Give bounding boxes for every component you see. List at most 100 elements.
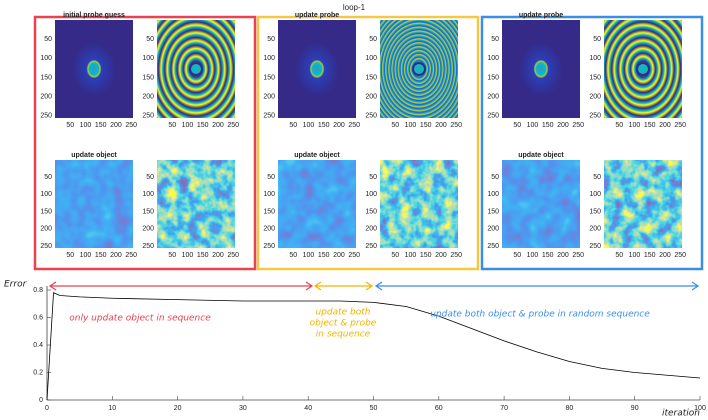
image-y-tick-label: 100 — [365, 55, 377, 62]
image-y-tick-label: 250 — [142, 243, 154, 250]
panel-title: update probe — [519, 12, 563, 19]
image-x-tick-label: 200 — [212, 122, 224, 129]
image-y-tick-label: 250 — [589, 113, 601, 120]
image-x-tick-label: 50 — [66, 122, 74, 129]
y-axis-label: Error — [4, 280, 28, 290]
image-y-tick-label: 150 — [487, 208, 499, 215]
object-amplitude-image — [502, 160, 580, 248]
image-y-tick-label: 50 — [491, 174, 499, 181]
image-x-tick-label: 50 — [289, 122, 297, 129]
image-y-tick-label: 100 — [40, 191, 52, 198]
image-y-tick-label: 200 — [263, 226, 275, 233]
x-tick-label: 80 — [566, 405, 574, 412]
image-y-tick-label: 100 — [40, 55, 52, 62]
image-y-tick-label: 150 — [589, 74, 601, 81]
image-y-tick-label: 100 — [487, 55, 499, 62]
image-x-tick-label: 50 — [66, 252, 74, 259]
object-phase-image — [604, 160, 682, 248]
object-phase-image — [380, 160, 458, 248]
panel-title: update object — [71, 152, 117, 159]
image-x-tick-label: 200 — [435, 122, 447, 129]
image-x-tick-label: 200 — [435, 252, 447, 259]
image-y-tick-label: 50 — [267, 174, 275, 181]
image-y-tick-label: 250 — [487, 243, 499, 250]
image-y-tick-label: 200 — [487, 226, 499, 233]
annotation: object & probe — [310, 319, 377, 329]
image-x-tick-label: 150 — [644, 252, 656, 259]
image-x-tick-label: 250 — [572, 252, 584, 259]
x-tick-label: 30 — [239, 405, 247, 412]
image-y-tick-label: 250 — [365, 243, 377, 250]
image-x-tick-label: 100 — [405, 122, 417, 129]
image-y-tick-label: 50 — [44, 174, 52, 181]
image-x-tick-label: 200 — [333, 122, 345, 129]
image-y-tick-label: 200 — [589, 226, 601, 233]
image-y-tick-label: 150 — [142, 208, 154, 215]
image-y-tick-label: 50 — [369, 174, 377, 181]
image-y-tick-label: 100 — [263, 191, 275, 198]
x-tick-label: 70 — [500, 405, 508, 412]
image-y-tick-label: 250 — [263, 243, 275, 250]
panel-title: initial probe guess — [63, 12, 125, 19]
image-x-tick-label: 200 — [557, 252, 569, 259]
x-tick-label: 60 — [435, 405, 443, 412]
x-tick-label: 40 — [304, 405, 312, 412]
image-y-tick-label: 250 — [589, 243, 601, 250]
image-y-tick-label: 200 — [142, 226, 154, 233]
image-x-tick-label: 50 — [168, 122, 176, 129]
y-tick-label: 0.6 — [33, 314, 43, 321]
image-x-tick-label: 200 — [212, 252, 224, 259]
panel-title: update object — [518, 152, 564, 159]
image-x-tick-label: 200 — [659, 252, 671, 259]
image-y-tick-label: 250 — [40, 243, 52, 250]
image-x-tick-label: 200 — [659, 122, 671, 129]
image-y-tick-label: 100 — [589, 55, 601, 62]
image-y-tick-label: 200 — [487, 93, 499, 100]
image-x-tick-label: 100 — [527, 252, 539, 259]
image-x-tick-label: 150 — [420, 252, 432, 259]
x-tick-label: 20 — [174, 405, 182, 412]
image-y-tick-label: 150 — [365, 208, 377, 215]
image-x-tick-label: 250 — [450, 122, 462, 129]
image-y-tick-label: 150 — [263, 208, 275, 215]
object-amplitude-image — [278, 160, 356, 248]
image-y-tick-label: 250 — [487, 113, 499, 120]
annotation: update both object & probe in random seq… — [430, 310, 650, 320]
image-x-tick-label: 150 — [95, 252, 107, 259]
image-x-tick-label: 100 — [303, 252, 315, 259]
image-y-tick-label: 50 — [146, 36, 154, 43]
image-x-tick-label: 150 — [420, 122, 432, 129]
image-y-tick-label: 50 — [369, 36, 377, 43]
image-x-tick-label: 50 — [513, 122, 521, 129]
y-tick-label: 0 — [39, 397, 43, 404]
object-amplitude-image — [55, 160, 133, 248]
image-x-tick-label: 150 — [318, 252, 330, 259]
image-x-tick-label: 200 — [110, 252, 122, 259]
phase-center — [190, 63, 202, 75]
image-x-tick-label: 50 — [615, 252, 623, 259]
image-y-tick-label: 200 — [142, 93, 154, 100]
image-x-tick-label: 250 — [227, 122, 239, 129]
image-y-tick-label: 150 — [589, 208, 601, 215]
image-x-tick-label: 150 — [542, 122, 554, 129]
image-x-tick-label: 100 — [182, 122, 194, 129]
panel-title: update probe — [295, 12, 339, 19]
image-x-tick-label: 100 — [629, 252, 641, 259]
image-y-tick-label: 200 — [40, 226, 52, 233]
image-x-tick-label: 50 — [168, 252, 176, 259]
image-x-tick-label: 150 — [197, 252, 209, 259]
probe-spot — [72, 42, 116, 97]
image-x-tick-label: 150 — [542, 252, 554, 259]
probe-spot — [519, 42, 563, 97]
image-x-tick-label: 50 — [615, 122, 623, 129]
image-x-tick-label: 200 — [333, 252, 345, 259]
figure: loop-1 initial probe guess50501001001501… — [0, 0, 708, 420]
image-y-tick-label: 50 — [44, 36, 52, 43]
image-y-tick-label: 250 — [263, 113, 275, 120]
image-y-tick-label: 150 — [40, 74, 52, 81]
x-tick-label: 0 — [45, 405, 49, 412]
image-x-tick-label: 50 — [289, 252, 297, 259]
object-phase-image — [157, 160, 235, 248]
image-x-tick-label: 250 — [674, 252, 686, 259]
image-y-tick-label: 150 — [365, 74, 377, 81]
